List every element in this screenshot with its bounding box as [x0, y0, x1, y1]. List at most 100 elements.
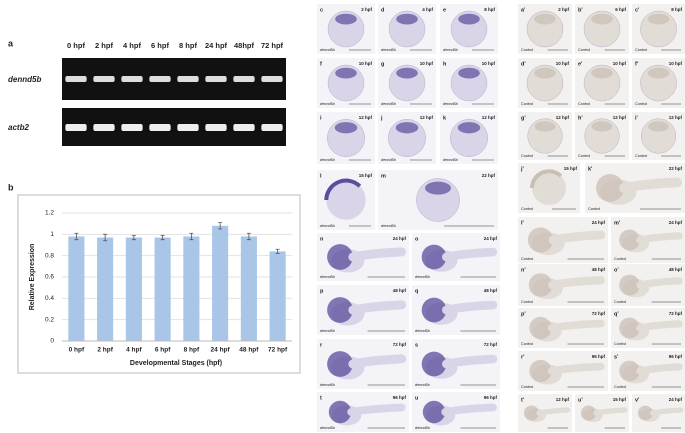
larva-head	[422, 400, 446, 424]
panel-letter: e'	[578, 61, 583, 67]
gel-band	[149, 76, 171, 82]
panel-caption: Control	[614, 385, 626, 389]
bar	[269, 251, 286, 341]
panel-caption: Control	[521, 207, 533, 211]
embryo-stain	[591, 13, 613, 25]
larva-head	[596, 174, 624, 202]
y-tick-label: 0.4	[45, 295, 54, 302]
gel-band	[177, 76, 199, 82]
x-tick-label: 24 hpf	[211, 347, 231, 354]
larva-head	[528, 273, 553, 297]
x-tick-label: 0 hpf	[69, 347, 85, 354]
panel-caption: dennd5b	[320, 102, 335, 106]
stage-label: 15 hpf	[359, 173, 373, 178]
panel-letter: r	[320, 342, 323, 348]
panel-caption: dennd5b	[320, 383, 335, 387]
gel-band	[65, 76, 87, 82]
larva-head	[523, 405, 540, 421]
gel-band	[261, 124, 283, 131]
gene-label: actb2	[8, 123, 29, 132]
stage-label: 12 hpf	[420, 115, 434, 120]
stage-label: 22 hpf	[482, 173, 496, 178]
larva-head	[529, 316, 552, 340]
embryo-stain	[335, 13, 357, 25]
panel-caption: dennd5b	[415, 275, 430, 279]
gel-band	[93, 124, 115, 131]
gel-band	[93, 76, 115, 82]
panel-letter: q	[415, 288, 418, 294]
embryo-stain	[458, 67, 480, 79]
stage-label: 15 hpf	[613, 397, 627, 402]
larva-head	[619, 229, 640, 251]
embryo-stain	[425, 181, 451, 195]
panel-caption: Control	[578, 154, 590, 158]
panel-letter: l'	[521, 220, 525, 226]
embryo-stain	[457, 122, 481, 134]
stage-label: 10 hpf	[420, 61, 434, 66]
panel-letter: f'	[635, 61, 639, 67]
error-bar	[246, 232, 251, 241]
stage-label: 48 hpf	[393, 288, 407, 293]
stage-label: 48 hpf	[484, 288, 498, 293]
gel-band	[205, 124, 227, 131]
embryo-stain	[396, 13, 418, 25]
panel-letter: k'	[588, 166, 593, 172]
embryo-tail	[530, 169, 563, 189]
panel-caption: dennd5b	[415, 426, 430, 430]
stage-label: 96 hpf	[669, 354, 683, 359]
panel-letter: c	[320, 7, 323, 13]
embryo-stain	[335, 67, 357, 79]
stage-label: 10 hpf	[359, 61, 373, 66]
larva-head	[619, 274, 640, 296]
larva-tail	[347, 403, 406, 416]
gel-band	[149, 124, 171, 131]
x-tick-label: 8 hpf	[184, 347, 200, 354]
error-bar	[160, 235, 165, 241]
panel-letter: n	[320, 236, 324, 242]
panel-letter: b'	[578, 7, 583, 13]
embryo-stain	[534, 13, 556, 25]
panel-letter: t	[320, 395, 322, 401]
embryo	[532, 171, 566, 205]
panel-letter: m	[381, 173, 386, 179]
stage-label: 12 hpf	[669, 115, 683, 120]
panel-caption: Control	[614, 257, 626, 261]
stage-label: 12 hpf	[613, 115, 627, 120]
stage-label: 22 hpf	[669, 166, 683, 171]
stage-label: 24 hpf	[393, 236, 407, 241]
x-tick-label: 6 hpf	[155, 347, 171, 354]
panel-letter: m'	[614, 220, 621, 226]
lane-label: 8 hpf	[179, 41, 197, 50]
larva-head	[529, 359, 552, 383]
stage-label: 4 hpf	[422, 7, 433, 12]
panel-letter: n'	[521, 267, 526, 273]
error-bar	[74, 232, 79, 241]
stage-label: 15 hpf	[564, 166, 578, 171]
embryo-stain	[458, 13, 480, 25]
panel-caption: Control	[635, 154, 647, 158]
larva-tail	[348, 354, 407, 369]
embryo-stain	[591, 67, 613, 79]
panel-caption: dennd5b	[443, 158, 458, 162]
panel-letter: o	[415, 236, 419, 242]
panel-caption: dennd5b	[320, 224, 335, 228]
gel-band	[177, 124, 199, 131]
panel-letter: j'	[520, 166, 525, 172]
panel-caption: Control	[635, 48, 647, 52]
stage-label: 6 hpf	[615, 7, 626, 12]
larva-tail	[636, 363, 683, 375]
panel-caption: dennd5b	[320, 275, 335, 279]
larva-tail	[348, 247, 407, 262]
panel-letter: v'	[635, 397, 640, 403]
x-axis-title: Developmental Stages (hpf)	[130, 360, 222, 367]
larva-head	[421, 244, 447, 270]
embryo-stain	[396, 67, 418, 79]
panel-caption: Control	[578, 102, 590, 106]
panel-caption: dennd5b	[320, 329, 335, 333]
stage-label: 72 hpf	[484, 342, 498, 347]
stage-label: 96 hpf	[484, 395, 498, 400]
stage-label: 96 hpf	[592, 354, 606, 359]
stage-label: 72 hpf	[592, 311, 606, 316]
larva-tail	[536, 407, 571, 416]
y-tick-label: 1	[50, 231, 54, 238]
